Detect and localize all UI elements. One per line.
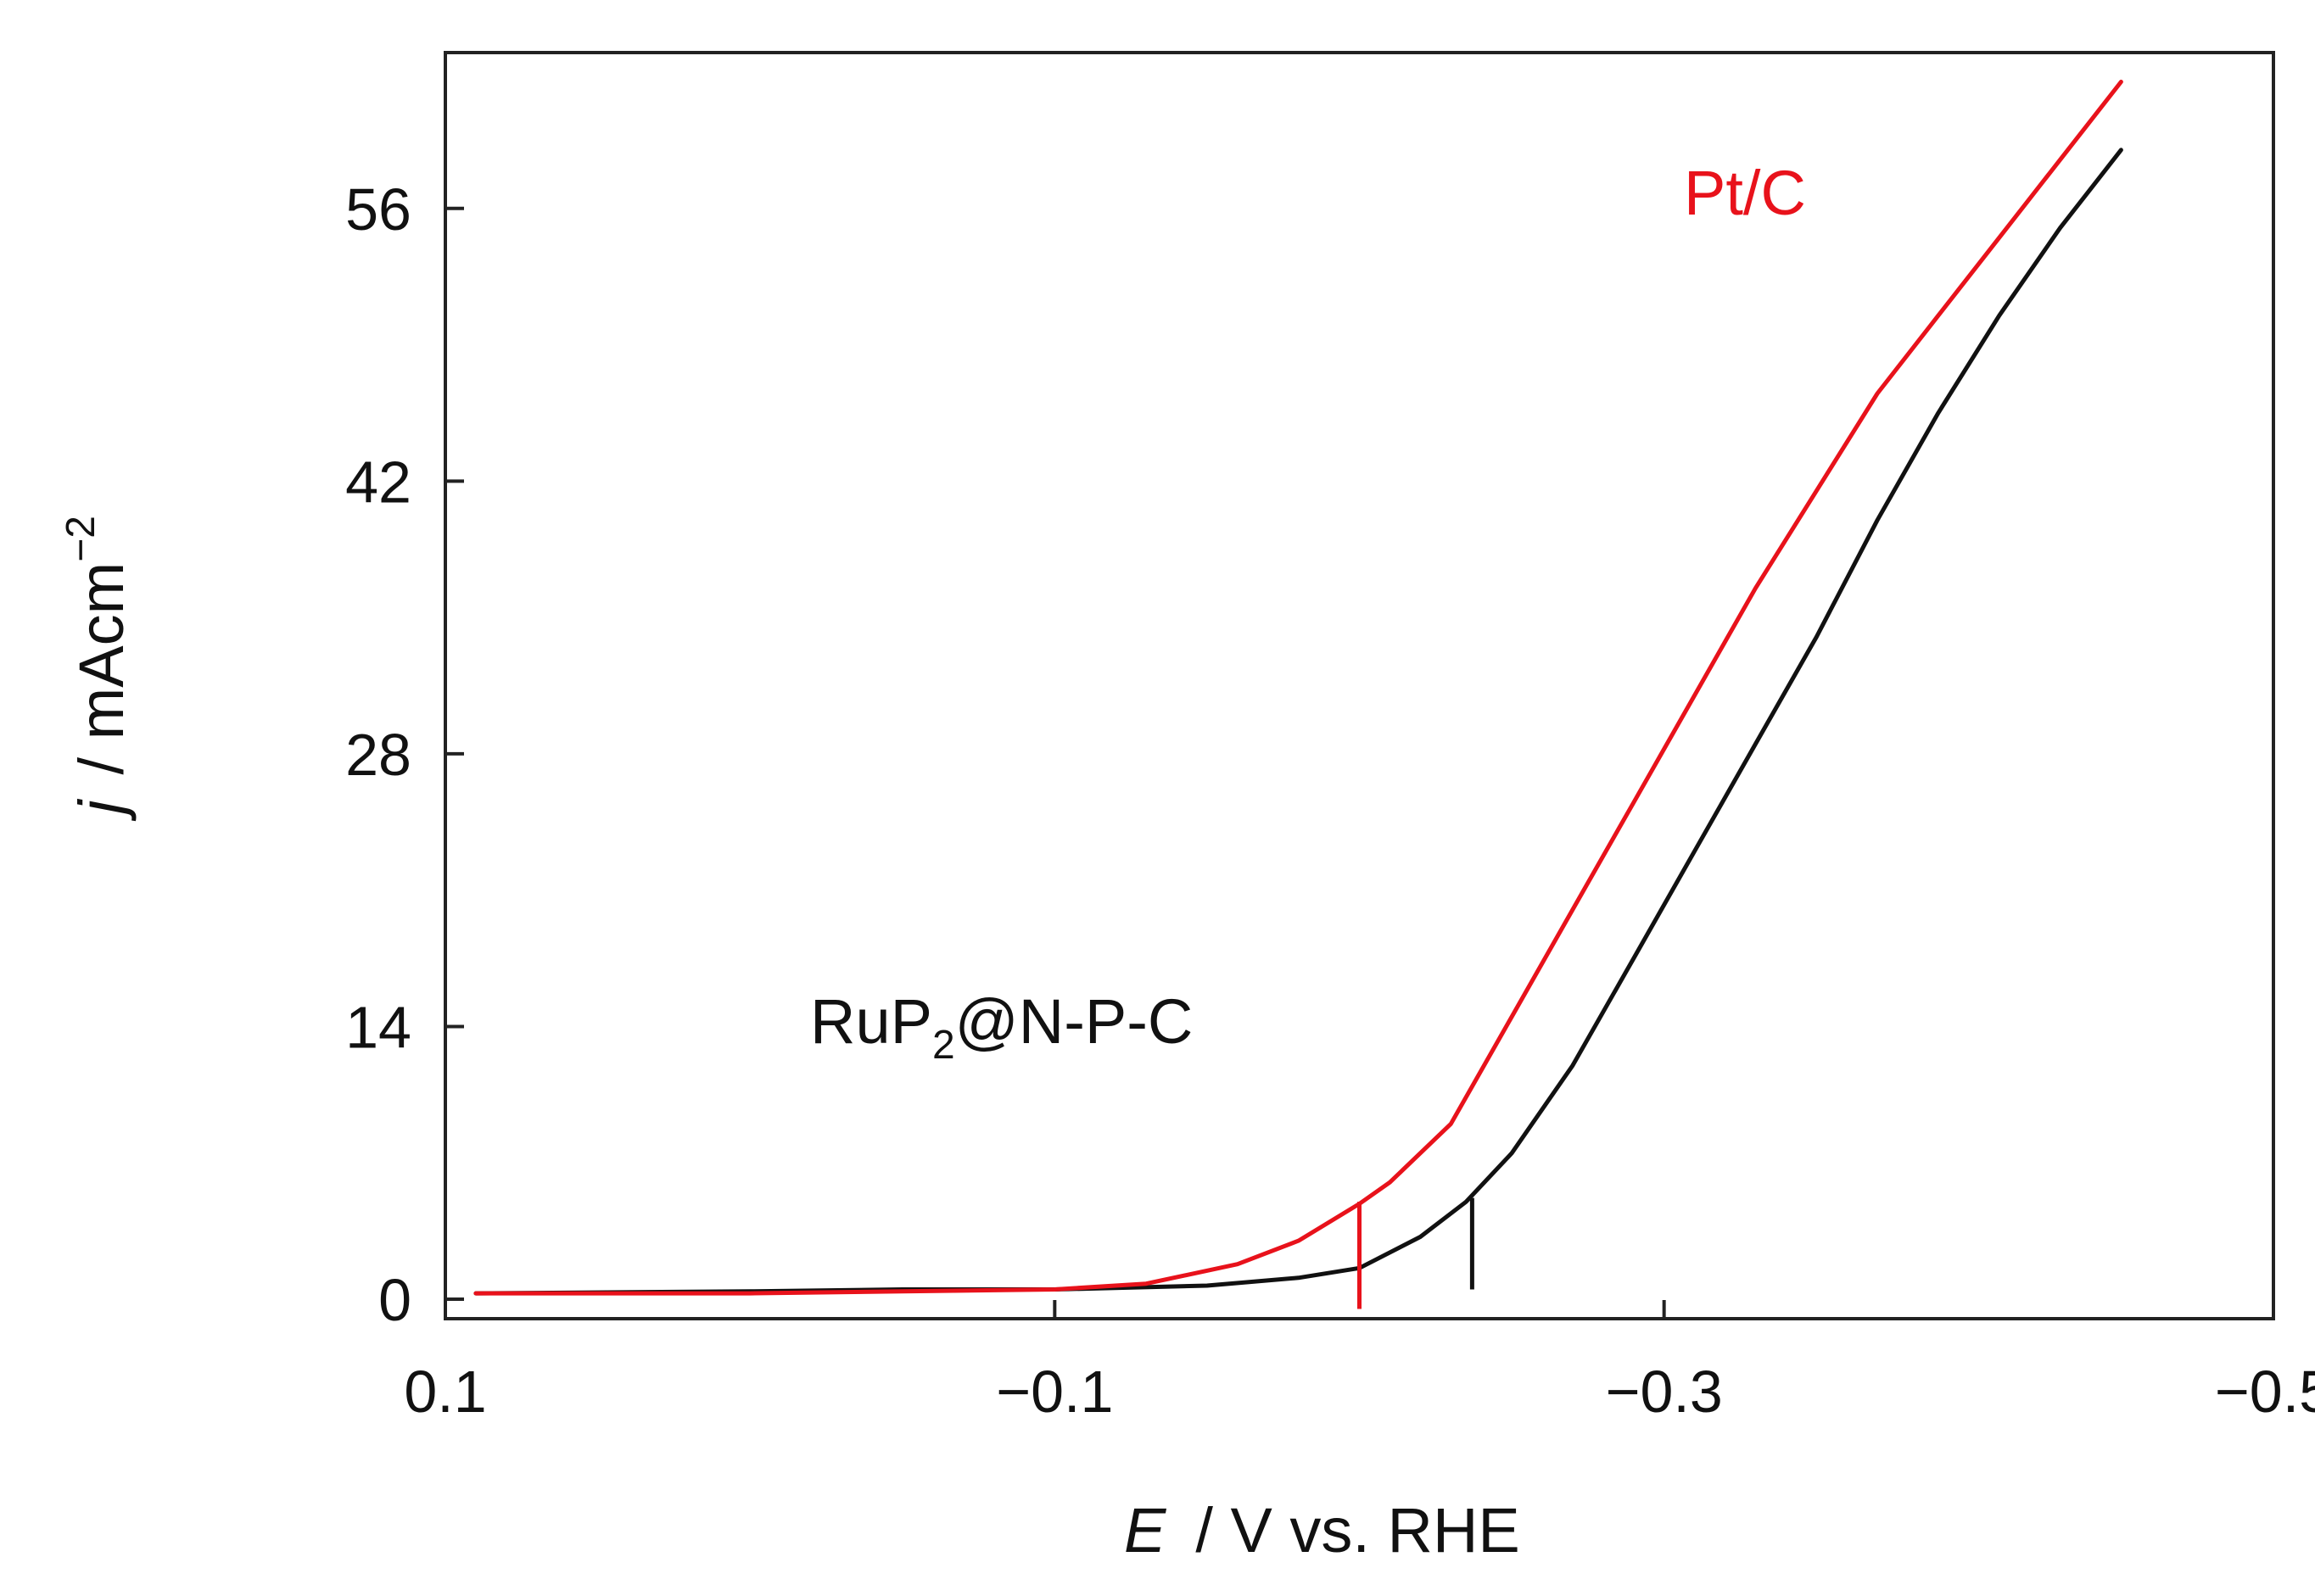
x-axis-unit: / V vs. RHE <box>1195 1495 1519 1565</box>
x-tick-label: 0.1 <box>404 1359 486 1425</box>
y-axis: 0 14 28 42 56 <box>345 176 464 1333</box>
rup2-label-suffix: @N-P-C <box>955 986 1194 1057</box>
plot-frame <box>444 51 2275 1320</box>
x-tick-label: −0.3 <box>1606 1359 1723 1425</box>
y-axis-unit: / mAcm <box>66 562 137 775</box>
y-axis-label: j/ mAcm−2 <box>59 516 137 822</box>
x-axis-symbol: E <box>1124 1495 1167 1565</box>
y-axis-exponent: −2 <box>59 516 103 562</box>
x-tick-label: −0.5 <box>2215 1359 2315 1425</box>
x-axis-label: E / V vs. RHE <box>1124 1495 1520 1565</box>
x-tick-label: −0.1 <box>996 1359 1113 1425</box>
rup2-label-subscript: 2 <box>932 1023 955 1068</box>
y-tick-label: 42 <box>345 449 411 515</box>
y-tick-label: 0 <box>378 1267 411 1333</box>
y-tick-label: 28 <box>345 722 411 788</box>
series-line-pt-c <box>473 80 2123 1296</box>
legend-label-pt-c: Pt/C <box>1684 158 1806 228</box>
x-axis: 0.1 −0.1 −0.3 −0.5 <box>404 1300 2315 1425</box>
y-tick-label: 14 <box>345 994 411 1060</box>
y-tick-label: 56 <box>345 176 411 243</box>
legend-label-rup2: RuP2@N-P-C <box>810 986 1193 1068</box>
series-layer <box>473 80 2123 1309</box>
rup2-label-prefix: RuP <box>810 986 932 1057</box>
